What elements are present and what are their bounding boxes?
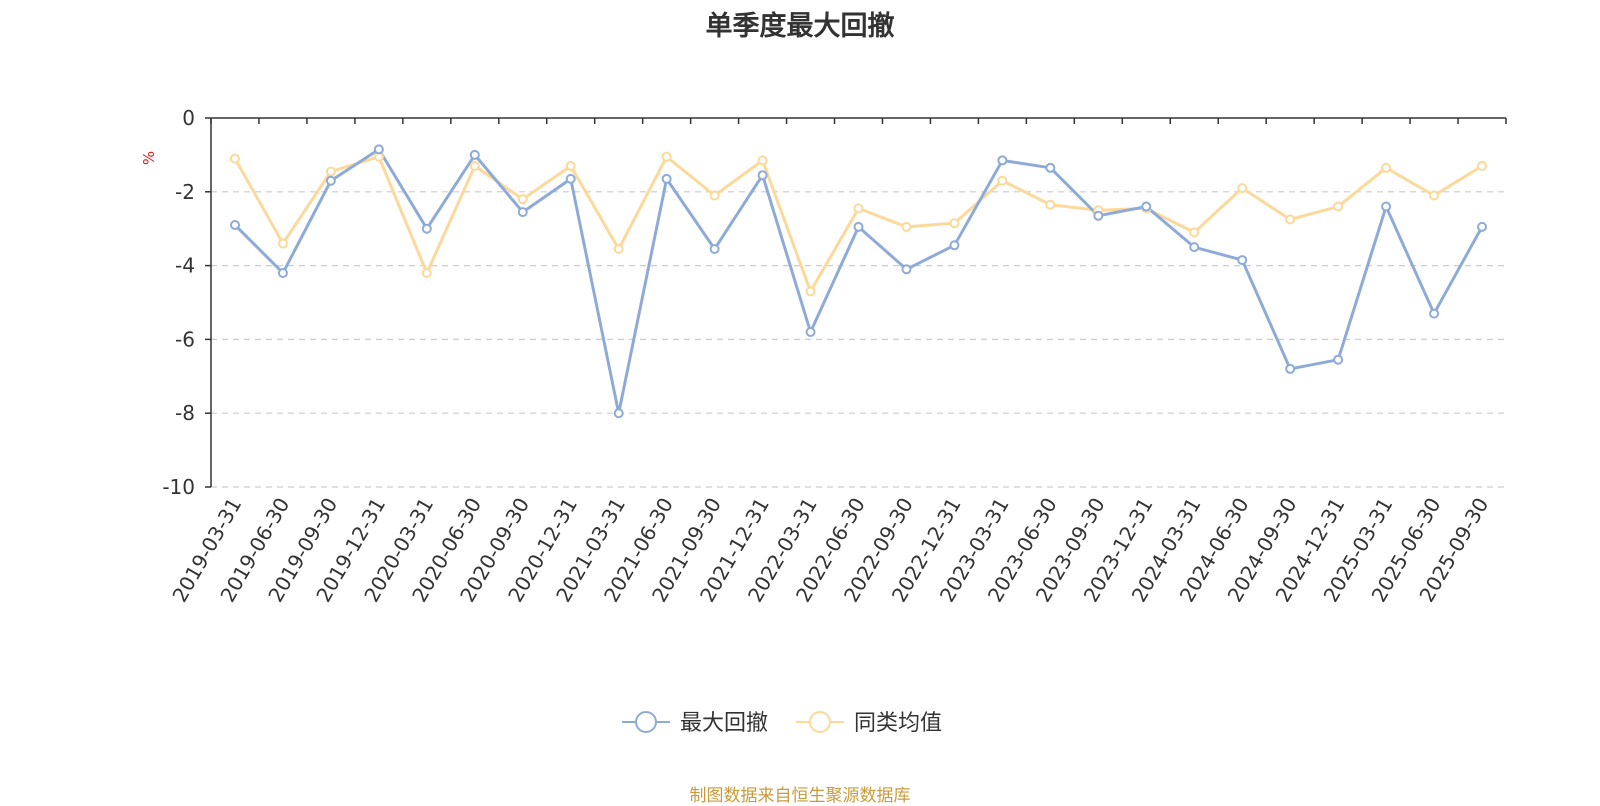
series-1-point — [1045, 162, 1056, 173]
legend-label: 最大回撤 — [680, 711, 768, 736]
series-1-point — [757, 170, 768, 181]
chart-title: 单季度最大回撤 — [705, 11, 895, 42]
series-2-point — [1381, 162, 1392, 173]
series-1-point — [517, 207, 528, 218]
series-2-point — [325, 166, 336, 177]
series-2-point — [421, 267, 432, 278]
series-1-point — [1141, 201, 1152, 212]
series-2-point — [853, 203, 864, 214]
series-1-point — [1429, 308, 1440, 319]
series-2-point — [1285, 214, 1296, 225]
series-1-point — [853, 221, 864, 232]
series-2-point — [1237, 183, 1248, 194]
series-2-point — [1045, 199, 1056, 210]
series-1-point — [613, 408, 624, 419]
y-tick-label: -4 — [175, 254, 195, 278]
series-1-point — [709, 243, 720, 254]
series-2-point — [1189, 227, 1200, 238]
y-axis-label: % — [140, 151, 158, 165]
series-1-point — [1237, 255, 1248, 266]
series-2-point — [1333, 201, 1344, 212]
series-2-point — [229, 153, 240, 164]
series-2-point — [949, 218, 960, 229]
series-1-point — [229, 220, 240, 231]
series-1-point — [1477, 221, 1488, 232]
series-2-point — [997, 175, 1008, 186]
y-tick-label: -10 — [162, 475, 195, 499]
series-1-point — [277, 267, 288, 278]
series-1-point — [997, 155, 1008, 166]
series-1-point — [805, 327, 816, 338]
series-2-point — [277, 238, 288, 249]
series-1-point — [469, 149, 480, 160]
series-2-point — [517, 194, 528, 205]
series-2-point — [1477, 160, 1488, 171]
series-1-point — [421, 223, 432, 234]
y-tick-label: 0 — [182, 106, 195, 130]
series-1-point — [1381, 201, 1392, 212]
y-tick-label: -6 — [175, 327, 195, 351]
series-2-point — [613, 243, 624, 254]
series-2-point — [565, 160, 576, 171]
series-1-point — [1333, 354, 1344, 365]
data-source-note: 制图数据来自恒生聚源数据库 — [689, 786, 911, 806]
series-1-point — [901, 264, 912, 275]
series-2-point — [709, 190, 720, 201]
y-tick-label: -2 — [175, 180, 195, 204]
legend-label: 同类均值 — [854, 711, 942, 736]
legend-swatch-marker — [635, 711, 657, 733]
series-2-point — [757, 155, 768, 166]
series-line-1 — [233, 147, 1484, 415]
y-tick-label: -8 — [175, 401, 195, 425]
legend-swatch-marker — [809, 711, 831, 733]
series-1-point — [661, 173, 672, 184]
series-1-point — [949, 240, 960, 251]
series-1-point — [1285, 363, 1296, 374]
series-2-point — [805, 286, 816, 297]
series-2-point — [661, 151, 672, 162]
series-1-point — [1189, 242, 1200, 253]
series-1-point — [373, 144, 384, 155]
series-2-point — [901, 221, 912, 232]
series-1-point — [1093, 210, 1104, 221]
series-2-point — [469, 160, 480, 171]
series-2-point — [1429, 190, 1440, 201]
series-1-point — [565, 173, 576, 184]
series-1-point — [325, 175, 336, 186]
